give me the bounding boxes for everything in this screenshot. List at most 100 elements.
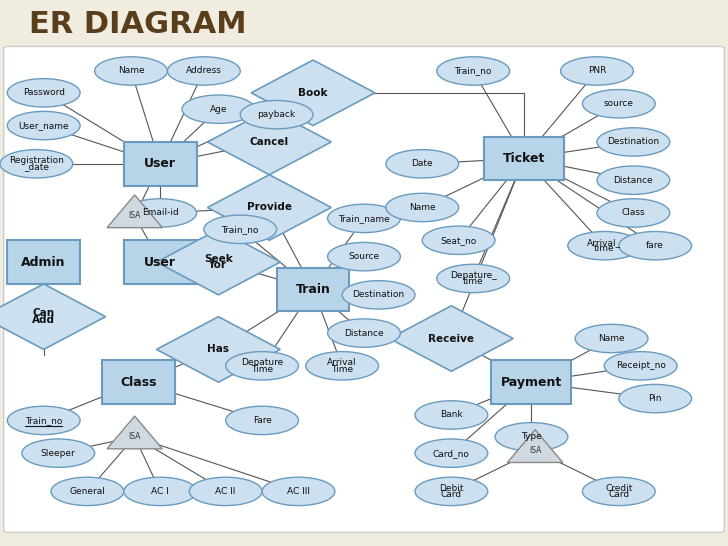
- Text: source: source: [604, 99, 634, 108]
- Ellipse shape: [95, 57, 167, 85]
- Ellipse shape: [619, 232, 692, 260]
- Ellipse shape: [597, 199, 670, 227]
- Text: Pin: Pin: [649, 394, 662, 403]
- Ellipse shape: [182, 95, 255, 123]
- Ellipse shape: [124, 199, 197, 227]
- Text: Book: Book: [298, 88, 328, 98]
- Text: Has: Has: [207, 345, 229, 354]
- Text: Name: Name: [598, 334, 625, 343]
- Ellipse shape: [124, 477, 197, 506]
- Text: Credit: Credit: [605, 484, 633, 492]
- Text: Date: Date: [411, 159, 433, 168]
- Ellipse shape: [262, 477, 335, 506]
- Ellipse shape: [22, 439, 95, 467]
- Ellipse shape: [7, 406, 80, 435]
- Polygon shape: [389, 306, 513, 371]
- Text: Time: Time: [331, 365, 353, 373]
- Text: Provide: Provide: [247, 203, 292, 212]
- Text: User: User: [144, 256, 176, 269]
- Ellipse shape: [575, 324, 648, 353]
- Text: Depature_: Depature_: [450, 271, 496, 280]
- Text: Distance: Distance: [614, 176, 653, 185]
- Ellipse shape: [422, 226, 495, 254]
- Text: PNR: PNR: [587, 67, 606, 75]
- Text: Seat_no: Seat_no: [440, 236, 477, 245]
- Text: ISA: ISA: [129, 432, 141, 441]
- Text: Email-id: Email-id: [142, 209, 178, 217]
- Text: Source: Source: [349, 252, 379, 261]
- Polygon shape: [207, 109, 331, 175]
- FancyBboxPatch shape: [102, 360, 175, 404]
- FancyBboxPatch shape: [484, 136, 564, 180]
- Polygon shape: [507, 430, 563, 462]
- Ellipse shape: [0, 150, 73, 178]
- Polygon shape: [0, 284, 106, 349]
- Ellipse shape: [328, 319, 400, 347]
- Text: ISA: ISA: [529, 446, 541, 455]
- Ellipse shape: [189, 477, 262, 506]
- Text: Sleeper: Sleeper: [41, 449, 76, 458]
- Text: Age: Age: [210, 105, 227, 114]
- Text: Class: Class: [120, 376, 157, 389]
- Text: AC I: AC I: [151, 487, 169, 496]
- Text: fare: fare: [646, 241, 664, 250]
- Text: Train: Train: [296, 283, 331, 296]
- Ellipse shape: [7, 111, 80, 140]
- Text: Destination: Destination: [352, 290, 405, 299]
- Text: General: General: [69, 487, 106, 496]
- FancyBboxPatch shape: [124, 142, 197, 186]
- Ellipse shape: [386, 150, 459, 178]
- Ellipse shape: [437, 57, 510, 85]
- Text: Admin: Admin: [21, 256, 66, 269]
- Text: Cancel: Cancel: [250, 137, 289, 147]
- Ellipse shape: [226, 406, 298, 435]
- Ellipse shape: [328, 204, 400, 233]
- Ellipse shape: [495, 423, 568, 451]
- Text: Ticket: Ticket: [503, 152, 545, 165]
- Ellipse shape: [415, 401, 488, 429]
- FancyBboxPatch shape: [491, 360, 571, 404]
- Text: ER DIAGRAM: ER DIAGRAM: [29, 10, 247, 39]
- Text: Add: Add: [32, 315, 55, 325]
- Text: for: for: [210, 260, 227, 270]
- FancyBboxPatch shape: [124, 240, 197, 284]
- Text: Registration: Registration: [9, 156, 64, 165]
- Ellipse shape: [386, 193, 459, 222]
- Polygon shape: [157, 317, 280, 382]
- Ellipse shape: [226, 352, 298, 380]
- Polygon shape: [207, 175, 331, 240]
- Text: Type: Type: [521, 432, 542, 441]
- Ellipse shape: [7, 79, 80, 107]
- Text: Train_no: Train_no: [25, 416, 63, 425]
- Text: User: User: [144, 157, 176, 170]
- Text: Arrival_: Arrival_: [587, 238, 621, 247]
- Ellipse shape: [568, 232, 641, 260]
- Text: Time: Time: [251, 365, 273, 373]
- Text: Receive: Receive: [428, 334, 475, 343]
- FancyBboxPatch shape: [7, 240, 80, 284]
- Polygon shape: [251, 60, 375, 126]
- Ellipse shape: [582, 477, 655, 506]
- Text: Can: Can: [33, 308, 55, 318]
- Text: Password: Password: [23, 88, 65, 97]
- Text: Card: Card: [608, 490, 630, 499]
- Text: Distance: Distance: [344, 329, 384, 337]
- Text: Train_no: Train_no: [454, 67, 492, 75]
- Text: Name: Name: [409, 203, 435, 212]
- Text: AC II: AC II: [215, 487, 236, 496]
- Ellipse shape: [415, 439, 488, 467]
- Text: Address: Address: [186, 67, 222, 75]
- Text: payback: payback: [258, 110, 296, 119]
- FancyBboxPatch shape: [277, 268, 349, 311]
- Text: time: time: [594, 245, 614, 253]
- Ellipse shape: [240, 100, 313, 129]
- Text: Arrival: Arrival: [328, 358, 357, 367]
- Ellipse shape: [415, 477, 488, 506]
- Text: Debit: Debit: [439, 484, 464, 492]
- Text: Destination: Destination: [607, 138, 660, 146]
- Ellipse shape: [597, 166, 670, 194]
- Text: Fare: Fare: [253, 416, 272, 425]
- Ellipse shape: [597, 128, 670, 156]
- Text: Bank: Bank: [440, 411, 463, 419]
- Ellipse shape: [306, 352, 379, 380]
